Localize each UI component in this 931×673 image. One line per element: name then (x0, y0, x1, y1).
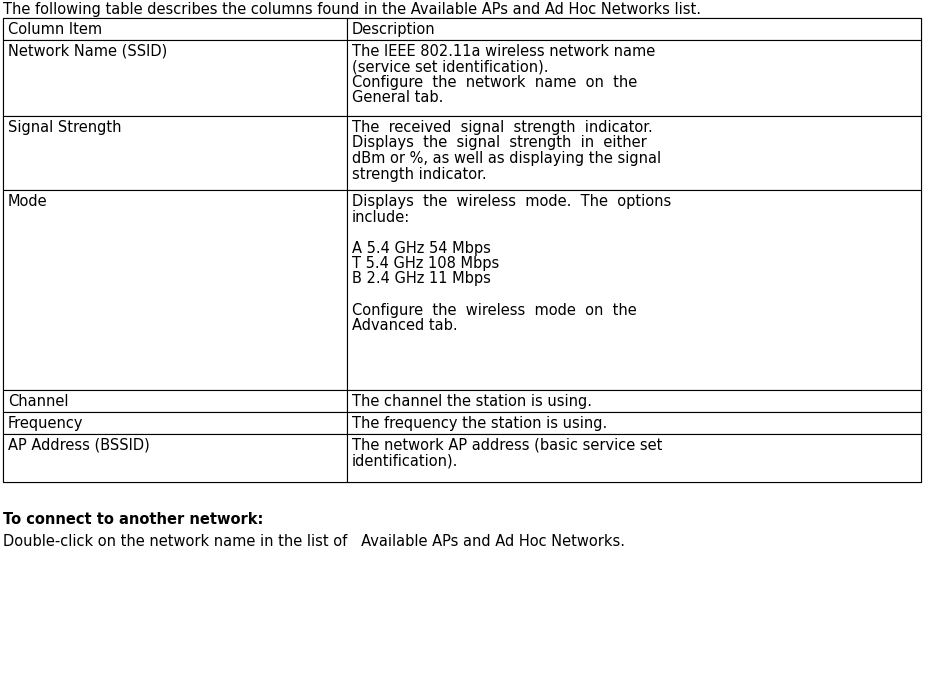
Text: The following table describes the columns found in the Available APs and Ad Hoc : The following table describes the column… (3, 2, 701, 17)
Text: dBm or %, as well as displaying the signal: dBm or %, as well as displaying the sign… (352, 151, 661, 166)
Text: Double-click on the network name in the list of   Available APs and Ad Hoc Netwo: Double-click on the network name in the … (3, 534, 625, 549)
Bar (3, 116, 347, 190)
Text: General tab.: General tab. (352, 90, 443, 106)
Text: Advanced tab.: Advanced tab. (352, 318, 458, 333)
Bar (3, 18, 921, 482)
Bar (3, 18, 347, 40)
Text: T 5.4 GHz 108 Mbps: T 5.4 GHz 108 Mbps (352, 256, 499, 271)
Text: AP Address (BSSID): AP Address (BSSID) (8, 438, 150, 453)
Text: The IEEE 802.11a wireless network name: The IEEE 802.11a wireless network name (352, 44, 655, 59)
Bar (347, 434, 921, 482)
Bar (347, 390, 921, 412)
Text: To connect to another network:: To connect to another network: (3, 512, 263, 527)
Bar (347, 412, 921, 434)
Text: Displays  the  signal  strength  in  either: Displays the signal strength in either (352, 135, 647, 151)
Bar (3, 40, 347, 116)
Text: Network Name (SSID): Network Name (SSID) (8, 44, 168, 59)
Text: Channel: Channel (8, 394, 69, 409)
Text: A 5.4 GHz 54 Mbps: A 5.4 GHz 54 Mbps (352, 240, 491, 256)
Bar (3, 434, 347, 482)
Bar (347, 40, 921, 116)
Text: include:: include: (352, 209, 411, 225)
Bar (3, 390, 347, 412)
Text: B 2.4 GHz 11 Mbps: B 2.4 GHz 11 Mbps (352, 271, 491, 287)
Text: Column Item: Column Item (8, 22, 102, 37)
Text: Description: Description (352, 22, 436, 37)
Text: Frequency: Frequency (8, 416, 84, 431)
Text: The frequency the station is using.: The frequency the station is using. (352, 416, 607, 431)
Bar (347, 18, 921, 40)
Text: The  received  signal  strength  indicator.: The received signal strength indicator. (352, 120, 653, 135)
Text: The channel the station is using.: The channel the station is using. (352, 394, 592, 409)
Bar (347, 190, 921, 390)
Text: Displays  the  wireless  mode.  The  options: Displays the wireless mode. The options (352, 194, 671, 209)
Text: Signal Strength: Signal Strength (8, 120, 122, 135)
Text: The network AP address (basic service set: The network AP address (basic service se… (352, 438, 662, 453)
Text: strength indicator.: strength indicator. (352, 166, 487, 182)
Text: Mode: Mode (8, 194, 47, 209)
Text: identification).: identification). (352, 454, 458, 468)
Text: Configure  the  wireless  mode  on  the: Configure the wireless mode on the (352, 302, 637, 318)
Text: (service set identification).: (service set identification). (352, 59, 548, 75)
Text: Configure  the  network  name  on  the: Configure the network name on the (352, 75, 637, 90)
Bar (347, 116, 921, 190)
Bar (3, 412, 347, 434)
Bar (3, 190, 347, 390)
